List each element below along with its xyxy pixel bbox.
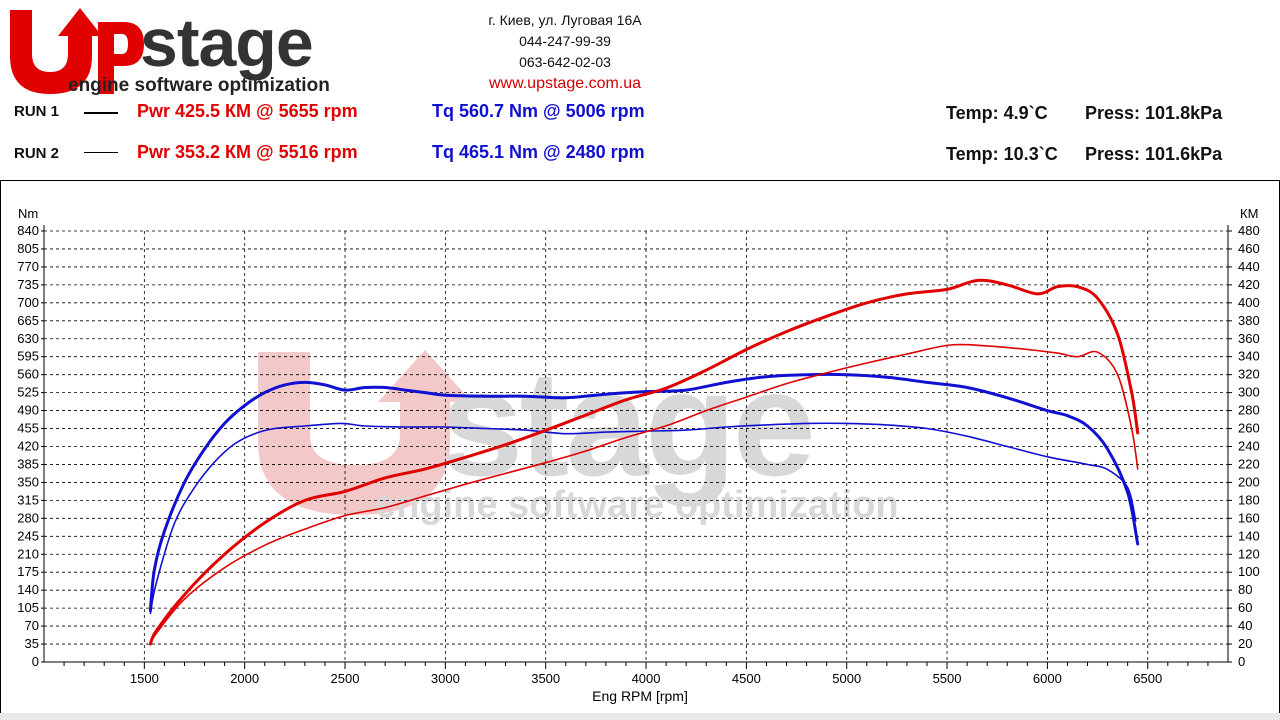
- contact-phone-1: 044-247-99-39: [519, 33, 611, 49]
- y-right-tick-label: 120: [1238, 546, 1260, 561]
- x-tick-label: 4500: [732, 671, 761, 686]
- run-2-power: Pwr 353.2 КМ @ 5516 rpm: [137, 142, 358, 162]
- y-left-tick-label: 735: [17, 277, 39, 292]
- y-left-tick-label: 560: [17, 367, 39, 382]
- y-left-tick-label: 105: [17, 600, 39, 615]
- chart-axes: 0 0 35 20 70 40 105 60 140 80 175 100 210 120 245 140 28…: [17, 223, 1259, 686]
- run-1-power-line: [148, 278, 1140, 646]
- y-right-tick-label: 420: [1238, 277, 1260, 292]
- y-right-tick-label: 100: [1238, 564, 1260, 579]
- y-right-tick-label: 40: [1238, 618, 1252, 633]
- y-left-tick-label: 840: [17, 223, 39, 238]
- y-right-tick-label: 0: [1238, 654, 1245, 669]
- logo-p-mark: [98, 22, 144, 94]
- y-right-tick-label: 200: [1238, 474, 1260, 489]
- x-tick-label: 5500: [933, 671, 962, 686]
- y-left-tick-label: 595: [17, 349, 39, 364]
- watermark-word: stage: [440, 339, 812, 507]
- run-2-torque: Tq 465.1 Nm @ 2480 rpm: [432, 142, 645, 162]
- y-left-tick-label: 490: [17, 403, 39, 418]
- x-tick-label: 6000: [1033, 671, 1062, 686]
- run-1-torque: Tq 560.7 Nm @ 5006 rpm: [432, 101, 645, 121]
- x-tick-label: 1500: [130, 671, 159, 686]
- logo-word: stage: [140, 5, 313, 81]
- run-1-torque-line: [148, 372, 1140, 613]
- x-tick-label: 2000: [230, 671, 259, 686]
- y-right-tick-label: 360: [1238, 331, 1260, 346]
- x-tick-label: 3000: [431, 671, 460, 686]
- y-right-tick-label: 480: [1238, 223, 1260, 238]
- dyno-chart: stage engine software optimization 0 0 35 2…: [17, 206, 1259, 704]
- y-left-tick-label: 350: [17, 474, 39, 489]
- y-right-tick-label: 320: [1238, 367, 1260, 382]
- y-left-tick-label: 210: [17, 546, 39, 561]
- logo-u-mark: [10, 8, 102, 94]
- y-left-tick-label: 0: [32, 654, 39, 669]
- y-right-tick-label: 220: [1238, 456, 1260, 471]
- run-1-power: Pwr 425.5 КМ @ 5655 rpm: [137, 101, 358, 121]
- y-right-tick-label: 300: [1238, 385, 1260, 400]
- y-left-tick-label: 525: [17, 385, 39, 400]
- contact-block: г. Киев, ул. Луговая 16А 044-247-99-39 0…: [430, 10, 700, 94]
- y-right-tick-label: 380: [1238, 313, 1260, 328]
- watermark: stage engine software optimization: [258, 339, 899, 526]
- x-tick-label: 5000: [832, 671, 861, 686]
- y-left-tick-label: 175: [17, 564, 39, 579]
- y-right-tick-label: 180: [1238, 492, 1260, 507]
- run-1-line-sample: [84, 112, 118, 114]
- y-right-tick-label: 440: [1238, 259, 1260, 274]
- chart-series: [148, 278, 1140, 646]
- y-left-tick-label: 630: [17, 331, 39, 346]
- run-2-line-sample: [84, 152, 118, 153]
- y-left-tick-label: 315: [17, 492, 39, 507]
- y-left-tick-label: 665: [17, 313, 39, 328]
- y-right-tick-label: 20: [1238, 636, 1252, 651]
- y-right-tick-label: 240: [1238, 439, 1260, 454]
- logo-tagline: engine software optimization: [68, 75, 330, 96]
- x-tick-label: 3500: [531, 671, 560, 686]
- run-2-press: Press: 101.6kPa: [1085, 144, 1223, 164]
- y-right-tick-label: 160: [1238, 510, 1260, 525]
- run-1-label: RUN 1: [14, 103, 60, 120]
- y-left-tick-label: 70: [25, 618, 39, 633]
- y-right-tick-label: 80: [1238, 582, 1252, 597]
- y-right-tick-label: 400: [1238, 295, 1260, 310]
- y-right-tick-label: 280: [1238, 403, 1260, 418]
- run-2-torque-line: [149, 422, 1137, 615]
- y-right-tick-label: 460: [1238, 241, 1260, 256]
- run-2-temp: Temp: 10.3`C: [946, 144, 1058, 164]
- run-1-temp: Temp: 4.9`C: [946, 103, 1048, 123]
- y-left-tick-label: 805: [17, 241, 39, 256]
- y-right-tick-label: 340: [1238, 349, 1260, 364]
- contact-phone-2: 063-642-02-03: [519, 54, 611, 70]
- y-left-tick-label: 35: [25, 636, 39, 651]
- y-left-axis-label: Nm: [18, 206, 38, 221]
- contact-url[interactable]: www.upstage.com.ua: [488, 75, 642, 92]
- watermark-tagline: engine software optimization: [375, 484, 899, 526]
- run-2-power-line: [149, 343, 1139, 645]
- y-left-tick-label: 770: [17, 259, 39, 274]
- y-left-tick-label: 280: [17, 510, 39, 525]
- run-1-press: Press: 101.8kPa: [1085, 103, 1223, 123]
- y-left-tick-label: 245: [17, 528, 39, 543]
- x-tick-label: 2500: [331, 671, 360, 686]
- y-right-tick-label: 260: [1238, 421, 1260, 436]
- contact-address: г. Киев, ул. Луговая 16А: [488, 12, 642, 28]
- y-right-axis-label: КМ: [1240, 206, 1258, 221]
- chart-grid: [44, 230, 1228, 662]
- y-right-tick-label: 140: [1238, 528, 1260, 543]
- y-right-tick-label: 60: [1238, 600, 1252, 615]
- y-left-tick-label: 140: [17, 582, 39, 597]
- y-left-tick-label: 385: [17, 456, 39, 471]
- y-left-tick-label: 455: [17, 421, 39, 436]
- y-left-tick-label: 420: [17, 439, 39, 454]
- upstage-logo: stage engine software optimization: [10, 5, 330, 96]
- bottom-bar: [0, 713, 1280, 720]
- x-axis-label: Eng RPM [rpm]: [592, 688, 688, 704]
- x-tick-label: 6500: [1133, 671, 1162, 686]
- run-2-label: RUN 2: [14, 145, 60, 162]
- x-tick-label: 4000: [632, 671, 661, 686]
- y-left-tick-label: 700: [17, 295, 39, 310]
